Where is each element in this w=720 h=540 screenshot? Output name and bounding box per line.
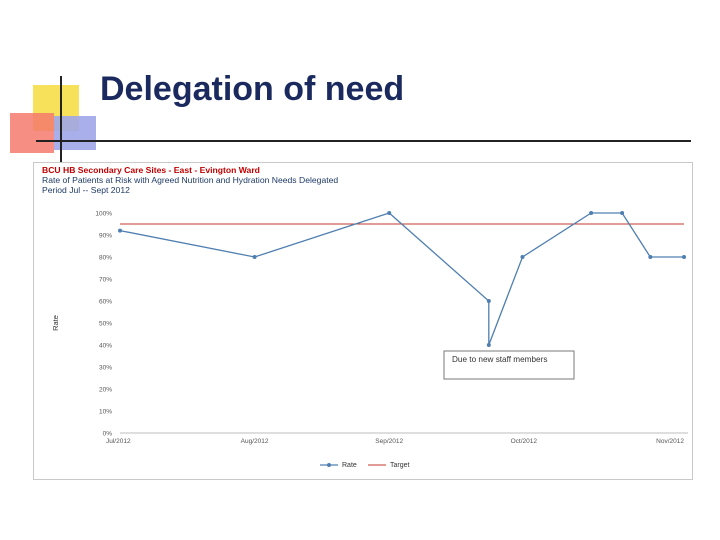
legend-rate-label: Rate [342,462,357,469]
x-tick-label: Aug/2012 [241,438,269,445]
decor-vertical-line [60,76,62,162]
y-tick-label: 50% [99,321,112,328]
x-tick-label: Jul/2012 [106,438,131,445]
annotation-box [443,350,575,380]
legend-rate-marker [327,463,331,467]
chart-header-measure: Rate of Patients at Risk with Agreed Nut… [42,175,339,185]
rate-data-point [486,299,491,303]
y-tick-label: 40% [99,343,112,350]
rate-data-point [682,255,686,259]
x-tick-label: Nov/2012 [656,438,684,445]
y-tick-label: 100% [95,211,112,218]
y-tick-label: 0% [103,431,113,438]
x-tick-label: Oct/2012 [511,438,538,445]
rate-data-point [486,343,491,347]
annotation-text: Due to new staff members [452,355,547,364]
line-chart: 0% 10% 20% 30% 40% 50% 60% 70% 80% 90% 100% Jul/201… [51,211,688,469]
y-axis-label: Rate [51,315,60,331]
rate-series-line [119,212,684,346]
x-tick-label: Sep/2012 [375,438,403,445]
decor-horizontal-line [36,140,691,142]
rate-data-point [648,255,653,259]
y-tick-label: 30% [99,365,112,372]
y-tick-label: 20% [99,387,112,394]
legend-target-label: Target [390,462,410,469]
y-tick-label: 80% [99,255,112,262]
rate-data-point [620,211,625,215]
chart-header-period: Period Jul -- Sept 2012 [42,185,130,195]
rate-data-point [387,211,392,215]
y-tick-label: 90% [99,233,112,240]
y-tick-label: 10% [99,409,112,416]
rate-data-point [252,255,257,259]
y-tick-label: 70% [99,277,112,284]
chart-panel: BCU HB Secondary Care Sites - East - Evi… [33,162,693,480]
slide-title: Delegation of need [100,70,405,108]
rate-data-point [118,228,122,233]
chart-header-site: BCU HB Secondary Care Sites - East - Evi… [42,165,260,175]
rate-data-point [520,255,525,259]
y-tick-label: 60% [99,299,112,306]
decor-red-square [10,113,54,153]
rate-data-point [589,211,594,215]
